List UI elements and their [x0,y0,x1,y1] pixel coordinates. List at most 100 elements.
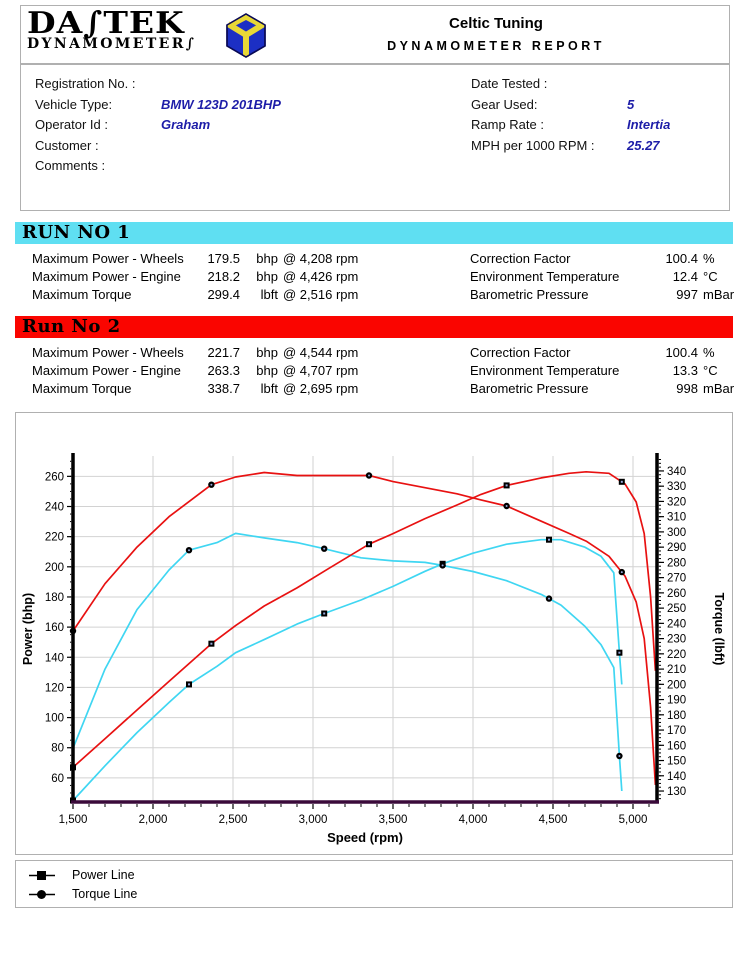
svg-text:260: 260 [45,471,64,483]
info-label: Vehicle Type: [35,96,113,112]
condition-value: 998 [676,381,698,396]
dyno-chart-panel: 60 80 100 120 140 160 180 200 220 240 260 130 140 150… [15,412,733,855]
condition-label: Correction Factor [470,345,571,360]
condition-label: Barometric Pressure [470,381,589,396]
metric-at-rpm: @ 4,208 rpm [283,251,359,266]
svg-text:4,500: 4,500 [539,814,568,826]
report-header: DA∫TEK DYNAMOMETER∫ Celtic Tuning DYNAMO… [20,5,730,64]
svg-text:260: 260 [667,588,686,600]
metric-value: 218.2 [207,269,240,284]
svg-text:200: 200 [45,562,64,574]
power-torque-chart: 60 80 100 120 140 160 180 200 220 240 260 130 140 150… [21,453,726,845]
svg-text:Torque (lbft): Torque (lbft) [712,593,726,666]
condition-row: Barometric Pressure 997 mBar [470,286,734,304]
metric-unit: bhp [256,251,278,266]
info-row-right-1: Gear Used: 5 [471,95,721,116]
info-row-right-2: Ramp Rate : Intertia [471,115,721,136]
metric-value: 338.7 [207,381,240,396]
svg-text:240: 240 [667,618,686,630]
chart-legend: Power Line Torque Line [15,860,733,908]
run-section-2: Run No 2 Maximum Power - Wheels 221.7 bhp @ … [15,316,734,400]
svg-text:100: 100 [45,713,64,725]
square-marker-icon [29,871,55,880]
condition-row: Barometric Pressure 998 mBar [470,380,734,398]
svg-text:180: 180 [667,710,686,722]
condition-unit: mBar [703,287,735,302]
info-row-left-0: Registration No. : [35,74,435,95]
metric-value: 221.7 [207,345,240,360]
condition-row: Environment Temperature 13.3 °C [470,362,718,380]
svg-text:160: 160 [45,622,64,634]
svg-text:250: 250 [667,603,686,615]
dastek-logo-wordmark: DA∫TEK [27,4,185,41]
legend-item-power-line: Power Line [16,866,732,885]
metric-at-rpm: @ 4,707 rpm [283,363,359,378]
condition-value: 100.4 [665,251,698,266]
svg-text:4,000: 4,000 [459,814,488,826]
metric-value: 299.4 [207,287,240,302]
info-row-left-1: Vehicle Type: BMW 123D 201BHP [35,95,435,116]
legend-label: Power Line [72,868,135,882]
svg-text:150: 150 [667,756,686,768]
svg-text:5,000: 5,000 [619,814,648,826]
metric-label: Maximum Power - Wheels [32,345,184,360]
svg-text:180: 180 [45,592,64,604]
info-label: Registration No. : [35,76,136,91]
svg-text:1,500: 1,500 [59,814,88,826]
svg-text:Speed (rpm): Speed (rpm) [327,830,403,845]
info-label: Operator Id : [35,117,108,132]
metric-row: Maximum Power - Engine 263.3 bhp @ 4,707 rp… [32,362,358,380]
info-label: Customer : [35,137,99,153]
info-value: Intertia [627,117,671,132]
condition-unit: mBar [703,381,735,396]
svg-text:80: 80 [51,743,64,755]
metric-unit: bhp [256,345,278,360]
info-value: 25.27 [627,137,660,153]
metric-row: Maximum Power - Wheels 221.7 bhp @ 4,544 rp… [32,344,358,362]
svg-text:320: 320 [667,496,686,508]
dastek-cube-icon [226,13,266,58]
condition-unit: % [703,345,715,360]
vehicle-info-panel: Registration No. : Vehicle Type: BMW 123D … [20,64,730,211]
vehicle-info-right-column: Date Tested : Gear Used: 5 Ramp Rate : Inter… [471,74,721,156]
svg-text:300: 300 [667,527,686,539]
svg-text:190: 190 [667,695,686,707]
info-value: 5 [627,96,635,112]
svg-text:2,000: 2,000 [139,814,168,826]
svg-text:210: 210 [667,664,686,676]
metric-label: Maximum Power - Engine [32,269,181,284]
svg-text:330: 330 [667,481,686,493]
run-body: Maximum Power - Wheels 179.5 bhp @ 4,208 rp… [15,244,734,306]
metric-label: Maximum Power - Engine [32,363,181,378]
condition-label: Correction Factor [470,251,571,266]
metric-label: Maximum Power - Wheels [32,251,184,266]
condition-unit: °C [703,363,718,378]
svg-text:3,000: 3,000 [299,814,328,826]
svg-text:280: 280 [667,557,686,569]
metric-unit: bhp [256,363,278,378]
svg-text:60: 60 [51,773,64,785]
svg-text:2,500: 2,500 [219,814,248,826]
info-row-left-4: Comments : [35,156,435,177]
condition-row: Correction Factor 100.4% [470,344,715,362]
metric-at-rpm: @ 4,544 rpm [283,345,359,360]
info-row-right-3: MPH per 1000 RPM : 25.27 [471,136,721,157]
metric-unit: lbft [260,381,278,396]
condition-value: 12.4 [672,269,698,284]
metric-unit: bhp [256,269,278,284]
info-value: BMW 123D 201BHP [161,96,281,112]
condition-value: 100.4 [665,345,698,360]
svg-text:3,500: 3,500 [379,814,408,826]
metric-label: Maximum Torque [32,287,132,302]
dastek-logo: DA∫TEK DYNAMOMETER∫ [27,4,196,52]
info-row-left-3: Customer : [35,136,435,157]
info-label: Date Tested : [471,76,548,91]
svg-text:240: 240 [45,502,64,514]
legend-label: Torque Line [72,887,138,901]
metric-at-rpm: @ 2,516 rpm [283,287,359,302]
svg-text:Power (bhp): Power (bhp) [21,593,35,665]
condition-value: 997 [676,287,698,302]
svg-text:270: 270 [667,573,686,585]
metric-unit: lbft [260,287,278,302]
